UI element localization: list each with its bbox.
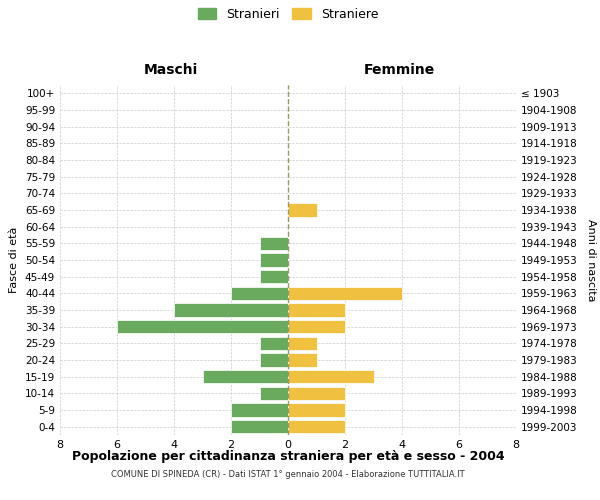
Bar (260, 336, 288, 350)
Bar (260, 254, 288, 266)
Bar (288, 386, 345, 400)
Bar (174, 304, 288, 316)
Bar (117, 320, 288, 334)
Bar (288, 204, 317, 216)
Bar (288, 420, 345, 434)
Bar (260, 236, 288, 250)
Bar (231, 420, 288, 434)
Bar (288, 286, 402, 300)
Bar (288, 304, 345, 316)
Bar (288, 354, 317, 366)
Y-axis label: Anni di nascita: Anni di nascita (586, 218, 596, 301)
Text: Femmine: Femmine (364, 64, 434, 78)
Legend: Stranieri, Straniere: Stranieri, Straniere (193, 2, 383, 26)
Y-axis label: Fasce di età: Fasce di età (10, 227, 19, 293)
Bar (260, 270, 288, 283)
Bar (288, 336, 317, 350)
Bar (288, 320, 345, 334)
Bar (288, 370, 373, 384)
Bar (260, 386, 288, 400)
Text: Maschi: Maschi (144, 64, 198, 78)
Text: Popolazione per cittadinanza straniera per età e sesso - 2004: Popolazione per cittadinanza straniera p… (71, 450, 505, 463)
Text: COMUNE DI SPINEDA (CR) - Dati ISTAT 1° gennaio 2004 - Elaborazione TUTTITALIA.IT: COMUNE DI SPINEDA (CR) - Dati ISTAT 1° g… (111, 470, 465, 479)
Bar (231, 286, 288, 300)
Bar (231, 404, 288, 416)
Bar (260, 354, 288, 366)
Bar (203, 370, 288, 384)
Bar (288, 404, 345, 416)
